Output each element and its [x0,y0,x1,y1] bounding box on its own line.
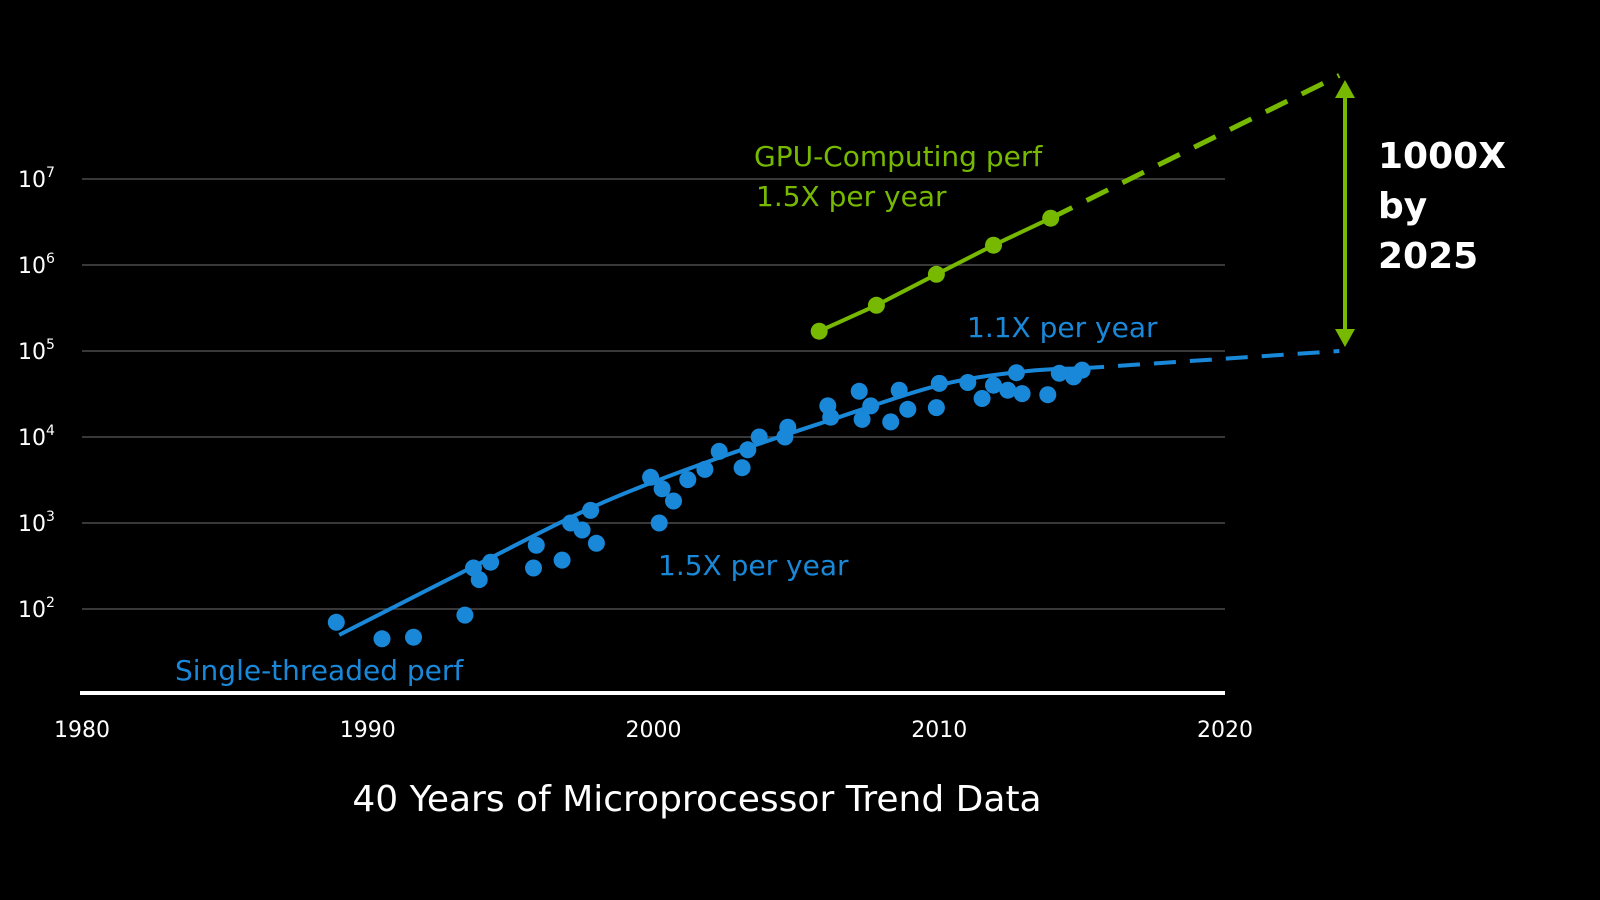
cpu-label-recent-rate: 1.1X per year [967,311,1158,344]
x-tick-label-2010: 2010 [911,718,967,743]
cpu-data-point-40 [1007,364,1025,382]
cpu-data-point-29 [853,410,871,428]
y-tick-label-7: 107 [18,165,55,193]
cpu-data-point-14 [642,468,660,486]
cpu-data-point-41 [1013,385,1031,403]
cpu-data-point-33 [899,400,917,418]
y-tick-label-4: 104 [18,423,55,451]
gpu-label-name: GPU-Computing perf [754,140,1043,173]
gpu-projection-line [1049,73,1341,221]
y-tick-label-5: 105 [18,337,55,365]
gpu-label-rate: 1.5X per year [756,180,947,213]
cpu-data-point-7 [525,559,542,577]
gpu-data-point-1 [867,296,885,314]
gap-label-line-3: 2025 [1378,236,1478,277]
cpu-data-point-32 [890,381,908,399]
cpu-data-point-8 [527,536,545,554]
cpu-label-early-rate: 1.5X per year [658,549,849,582]
cpu-data-point-28 [850,382,868,400]
gap-label-line-1: 1000X [1378,136,1506,177]
gap-label-line-2: by [1378,186,1427,227]
cpu-trend-line [338,366,1083,637]
cpu-data-point-43 [1050,364,1068,382]
cpu-data-point-2 [405,628,422,646]
y-tick-label-6: 106 [18,251,55,279]
gpu-data-point-3 [985,236,1002,254]
x-tick-label-2000: 2000 [626,718,682,743]
cpu-data-point-39 [999,381,1017,399]
cpu-data-point-18 [679,471,697,489]
cpu-data-point-37 [973,390,991,407]
cpu-data-point-1 [373,630,391,648]
gap-arrow [1335,80,1355,347]
x-tick-label-1980: 1980 [54,718,110,743]
cpu-data-point-17 [665,492,682,510]
gpu-data-point-0 [810,322,828,340]
cpu-data-point-19 [696,460,714,478]
cpu-data-point-42 [1039,386,1057,404]
x-tick-labels: 1980 1990 2000 2010 2020 [54,718,1253,743]
cpu-data-point-38 [985,376,1002,394]
cpu-data-point-0 [327,613,345,631]
y-tick-label-3: 103 [18,509,55,537]
cpu-data-point-30 [862,397,880,415]
gpu-data-point-4 [1042,209,1060,227]
series [327,73,1341,648]
cpu-data-point-35 [930,374,948,392]
cpu-data-point-23 [750,428,768,446]
cpu-data-point-34 [927,399,945,417]
cpu-data-point-16 [653,480,671,498]
x-tick-label-2020: 2020 [1197,718,1253,743]
y-tick-label-2: 102 [18,595,55,623]
cpu-data-point-22 [739,441,757,459]
cpu-data-point-15 [650,514,668,532]
cpu-data-point-31 [882,413,900,431]
gap-arrow-head-top [1335,80,1355,98]
cpu-data-point-6 [482,553,500,571]
cpu-data-point-13 [587,534,605,552]
cpu-label-name: Single-threaded perf [175,654,464,687]
cpu-data-point-45 [1073,361,1091,379]
cpu-data-point-27 [822,408,840,426]
y-tick-labels: 102 103 104 105 106 107 [18,165,55,623]
cpu-data-point-25 [779,418,797,436]
gpu-data-point-2 [927,265,945,283]
cpu-data-point-20 [710,442,728,460]
cpu-data-point-5 [470,571,488,589]
x-tick-label-1990: 1990 [340,718,396,743]
cpu-data-point-3 [456,606,474,624]
grid-lines [82,178,1225,610]
cpu-data-point-36 [959,374,977,391]
chart-title: 40 Years of Microprocessor Trend Data [352,779,1041,820]
gap-arrow-head-bottom [1335,329,1355,347]
cpu-data-point-11 [573,521,591,539]
cpu-data-point-21 [733,459,751,477]
cpu-projection-line [1081,349,1340,371]
cpu-data-point-9 [553,551,571,569]
cpu-data-point-12 [582,501,600,519]
